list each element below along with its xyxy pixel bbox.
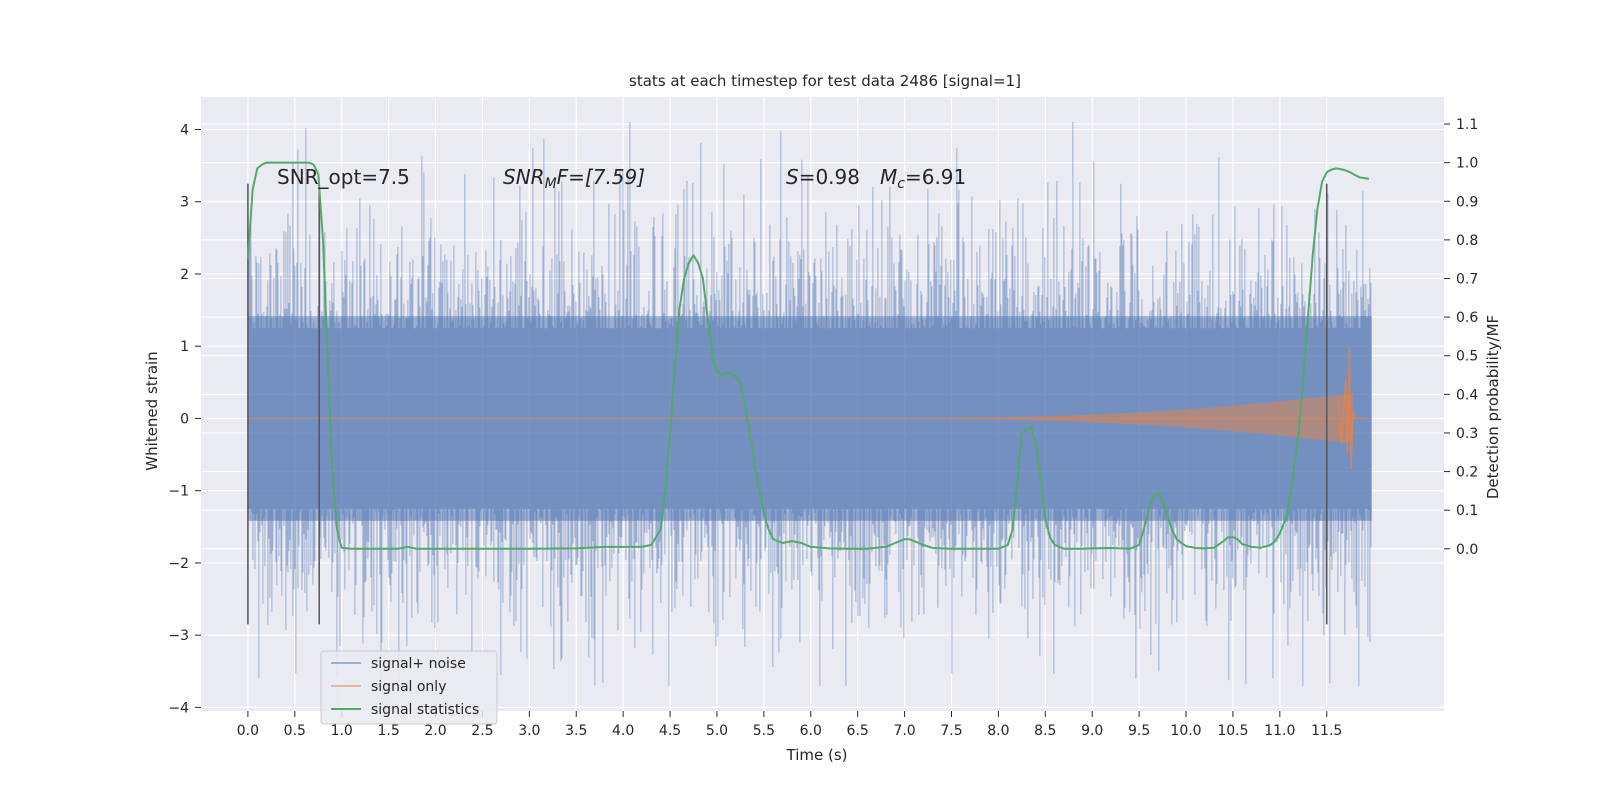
x-tick-label-13: 6.5 (847, 723, 869, 739)
legend-box (320, 650, 498, 725)
y-tick-label-1: −3 (168, 628, 189, 644)
x-tick-label-19: 9.5 (1128, 723, 1150, 739)
annotation-snr-mf: SNRMF=[7.59] (503, 165, 645, 192)
y-right-axis-ticks: 0.0 0.1 0.2 0.3 0.4 0.5 0.6 0.7 0.8 0.9 1.0 1.1 (1444, 117, 1478, 558)
chart-title: stats at each timestep for test data 248… (629, 72, 1021, 90)
x-tick-label-4: 2.0 (424, 723, 446, 739)
x-tick-label-2: 1.0 (331, 723, 353, 739)
y-right-tick-label-11: 1.1 (1456, 117, 1478, 133)
y-tick-label-3: −1 (168, 484, 189, 500)
x-tick-label-5: 2.5 (471, 723, 493, 739)
y-right-tick-label-3: 0.3 (1456, 426, 1478, 442)
signal-envelope (932, 393, 1353, 444)
y-right-tick-label-2: 0.2 (1456, 465, 1478, 481)
y-tick-label-7: 3 (180, 195, 189, 211)
x-tick-label-17: 8.5 (1034, 723, 1056, 739)
y-axis-ticks: −4 −3 −2 −1 0 1 2 3 4 (168, 123, 201, 716)
annotation-s: S=0.98 (786, 165, 860, 189)
legend-label-signal: signal only (371, 679, 446, 695)
legend: signal+ noise signal only signal statist… (320, 650, 498, 725)
y-right-tick-label-6: 0.6 (1456, 310, 1478, 326)
y-tick-label-8: 4 (180, 123, 189, 139)
x-tick-label-15: 7.5 (940, 723, 962, 739)
x-tick-label-22: 11.0 (1264, 723, 1295, 739)
legend-label-statistics: signal statistics (371, 702, 479, 718)
x-tick-label-18: 9.0 (1081, 723, 1103, 739)
y-tick-label-0: −4 (168, 700, 189, 716)
x-tick-label-3: 1.5 (377, 723, 399, 739)
x-tick-label-9: 4.5 (659, 723, 681, 739)
x-tick-label-6: 3.0 (518, 723, 540, 739)
signal-merger-spike (1337, 346, 1356, 470)
x-tick-label-1: 0.5 (284, 723, 306, 739)
x-tick-label-0: 0.0 (237, 723, 259, 739)
annotation-snr-opt: SNR_opt=7.5 (277, 165, 410, 189)
x-tick-label-7: 3.5 (565, 723, 587, 739)
statistics-series (246, 161, 1370, 550)
annotation-mc: Mc=6.91 (880, 165, 966, 192)
y-tick-label-5: 1 (180, 339, 189, 355)
statistics-line (246, 161, 1370, 550)
x-tick-label-16: 8.0 (987, 723, 1009, 739)
y-tick-label-6: 2 (180, 267, 189, 283)
x-tick-label-21: 10.5 (1217, 723, 1248, 739)
x-axis-ticks: 0.0 0.5 1.0 1.5 2.0 2.5 3.0 3.5 4.0 4.5 5.0 5.5 6.0 6… (237, 711, 1342, 739)
y-right-tick-label-5: 0.5 (1456, 349, 1478, 365)
x-tick-label-10: 5.0 (706, 723, 728, 739)
y-right-tick-label-10: 1.0 (1456, 156, 1478, 172)
x-tick-label-12: 6.0 (800, 723, 822, 739)
x-axis-label: Time (s) (786, 746, 848, 764)
y-right-tick-label-4: 0.4 (1456, 387, 1478, 403)
y-right-tick-label-9: 0.9 (1456, 194, 1478, 210)
x-tick-label-8: 4.0 (612, 723, 634, 739)
y-right-tick-label-0: 0.0 (1456, 542, 1478, 558)
y-right-axis-label: Detection probability/MF (1484, 315, 1502, 499)
x-tick-label-23: 11.5 (1311, 723, 1342, 739)
x-tick-label-11: 5.5 (753, 723, 775, 739)
y-tick-label-2: −2 (168, 556, 189, 572)
x-tick-label-14: 7.0 (893, 723, 915, 739)
signal-only-series (247, 346, 1372, 470)
y-right-tick-label-8: 0.8 (1456, 233, 1478, 249)
x-tick-label-20: 10.0 (1170, 723, 1201, 739)
y-axis-label: Whitened strain (143, 351, 161, 470)
y-right-tick-label-1: 0.1 (1456, 503, 1478, 519)
y-right-tick-label-7: 0.7 (1456, 271, 1478, 287)
y-tick-label-4: 0 (180, 411, 189, 427)
legend-label-noise: signal+ noise (371, 656, 466, 672)
